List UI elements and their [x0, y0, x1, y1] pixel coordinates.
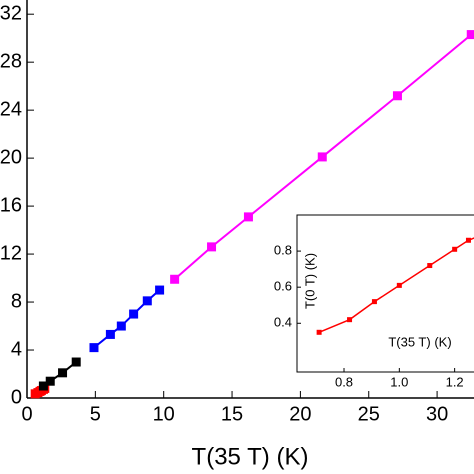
x-tick-label: 10 [153, 403, 175, 425]
marker [466, 30, 474, 40]
y-tick-label: 24 [0, 98, 22, 120]
x-tick-label: 5 [90, 403, 101, 425]
x-tick-label: 25 [358, 403, 380, 425]
series-line [173, 33, 472, 281]
marker [116, 321, 126, 331]
marker [243, 212, 253, 222]
x-tick-label: 1.0 [390, 374, 408, 389]
marker [89, 343, 99, 353]
marker [316, 329, 322, 335]
marker [155, 285, 165, 295]
marker [427, 263, 433, 269]
y-tick-label: 4 [11, 338, 22, 360]
marker [396, 282, 402, 288]
x-tick-label: 20 [289, 403, 311, 425]
x-tick-label: 1.2 [446, 374, 464, 389]
y-tick-label: 28 [0, 50, 22, 72]
y-tick-label: 16 [0, 194, 22, 216]
y-tick-label: 0.4 [274, 315, 292, 330]
marker [71, 357, 81, 367]
x-axis-label: T(35 T) (K) [192, 443, 309, 470]
marker [105, 329, 115, 339]
marker [58, 368, 68, 378]
y-tick-label: 8 [11, 290, 22, 312]
marker [465, 237, 471, 243]
marker [317, 152, 327, 162]
x-axis-label: T(35 T) (K) [388, 334, 451, 349]
marker [207, 242, 217, 252]
marker [142, 296, 152, 306]
marker [371, 299, 377, 305]
y-tick-label: 12 [0, 242, 22, 264]
x-tick-label: 0.8 [335, 374, 353, 389]
y-tick-label: 32 [0, 2, 22, 24]
y-axis-label: T(0 T) (K) [302, 253, 317, 309]
marker [347, 317, 353, 323]
x-tick-label: 30 [426, 403, 448, 425]
y-tick-label: 0.6 [274, 279, 292, 294]
y-tick-label: 0.8 [274, 243, 292, 258]
marker [170, 274, 180, 284]
inset-frame [296, 214, 474, 373]
x-tick-label: 0 [21, 403, 32, 425]
marker [38, 381, 48, 391]
y-tick-label: 20 [0, 146, 22, 168]
x-tick-label: 15 [221, 403, 243, 425]
marker [452, 246, 458, 252]
marker [129, 309, 139, 319]
marker [392, 91, 402, 101]
marker [45, 376, 55, 386]
y-tick-label: 0 [11, 386, 22, 408]
